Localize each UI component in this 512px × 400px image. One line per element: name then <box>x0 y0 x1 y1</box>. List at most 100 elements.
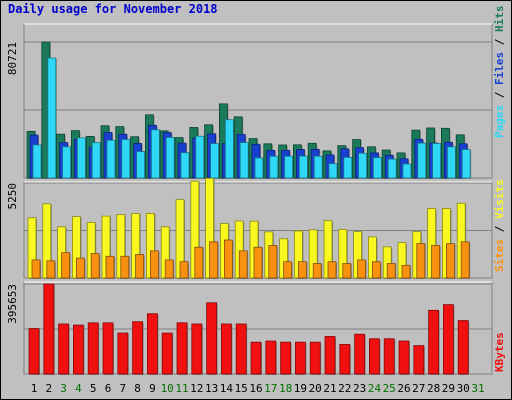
legend-pages-files-hits-part: / <box>493 85 506 105</box>
sites-bar <box>223 239 233 279</box>
kbytes-bar <box>161 332 173 375</box>
pages-bar <box>284 155 294 179</box>
y-axis-max-label: 395653 <box>6 284 19 324</box>
legend-sites-visits-part: Visits <box>493 179 506 219</box>
pages-bar <box>150 129 160 179</box>
pages-bar <box>165 136 175 179</box>
kbytes-bar <box>354 333 366 375</box>
kbytes-bar <box>73 324 84 375</box>
sites-bar <box>416 243 426 279</box>
pages-bar <box>432 143 442 179</box>
day-label: 9 <box>149 382 156 395</box>
pages-bar <box>298 155 308 179</box>
sites-bar <box>431 245 441 279</box>
pages-bar <box>239 142 249 179</box>
pages-bar <box>269 155 279 179</box>
kbytes-bar <box>309 341 321 375</box>
kbytes-bar <box>339 344 351 375</box>
pages-bar <box>372 157 382 179</box>
sites-bar <box>401 264 411 279</box>
kbytes-bar <box>43 283 55 375</box>
legend-kbytes-part: KBytes <box>493 332 506 372</box>
day-label: 8 <box>134 382 141 395</box>
sites-bar <box>209 241 219 279</box>
day-label: 6 <box>105 382 112 395</box>
kbytes-bar <box>368 338 380 375</box>
sites-bar <box>327 261 337 279</box>
day-label: 3 <box>60 382 67 395</box>
pages-bar <box>195 135 205 179</box>
kbytes-bar <box>191 323 203 375</box>
day-label: 22 <box>338 382 351 395</box>
sites-bar <box>445 243 455 279</box>
pages-bar <box>62 146 71 179</box>
pages-bar <box>402 163 412 179</box>
pages-bar <box>121 139 131 179</box>
kbytes-bar <box>102 322 114 375</box>
day-label: 30 <box>457 382 470 395</box>
kbytes-bar <box>442 304 454 375</box>
day-label: 1 <box>31 382 38 395</box>
kbytes-bar <box>280 341 292 375</box>
kbytes-bar <box>324 336 336 375</box>
day-label: 15 <box>235 382 248 395</box>
kbytes-bar <box>250 341 262 375</box>
pages-bar <box>343 157 353 179</box>
pages-bar <box>47 57 57 179</box>
sites-bar <box>342 263 352 279</box>
sites-bar <box>386 263 396 279</box>
kbytes-bar <box>220 323 232 375</box>
kbytes-bar <box>413 345 425 375</box>
pages-bar <box>358 152 368 179</box>
day-label: 10 <box>161 382 174 395</box>
sites-bar <box>253 246 263 279</box>
legend-sites-visits-part: / <box>493 219 506 239</box>
day-label: 5 <box>90 382 97 395</box>
pages-bar <box>32 144 42 179</box>
kbytes-bar <box>206 302 218 375</box>
legend-pages-files-hits-part: Files <box>493 52 506 85</box>
kbytes-bar <box>265 340 277 375</box>
legend-pages-files-hits-part: / <box>493 32 506 52</box>
sites-bar <box>179 261 189 279</box>
kbytes-bar <box>428 309 440 375</box>
sites-bar <box>297 261 307 279</box>
legend-pages-files-hits: Pages / Files / Hits <box>493 6 506 139</box>
pages-bar <box>106 139 116 179</box>
sites-bar <box>371 261 381 279</box>
sites-bar <box>238 250 248 279</box>
legend-pages-files-hits-part: Hits <box>493 6 506 33</box>
day-label: 4 <box>75 382 82 395</box>
day-label: 31 <box>471 382 484 395</box>
kbytes-bar <box>87 322 99 375</box>
legend-sites-visits-part: Sites <box>493 239 506 272</box>
day-label: 23 <box>353 382 366 395</box>
kbytes-bar <box>235 323 247 375</box>
sites-bar <box>164 259 174 279</box>
day-label: 19 <box>294 382 307 395</box>
sites-bar <box>268 245 278 279</box>
sites-bar <box>31 259 41 279</box>
day-label: 16 <box>249 382 262 395</box>
sites-bar <box>283 261 293 279</box>
day-label: 20 <box>309 382 322 395</box>
day-label: 25 <box>383 382 396 395</box>
kbytes-bar <box>146 313 158 375</box>
sites-bar <box>105 255 115 279</box>
day-label: 14 <box>220 382 234 395</box>
legend-kbytes: KBytes <box>493 332 506 372</box>
kbytes-bar <box>457 320 469 375</box>
pages-bar <box>77 137 86 179</box>
day-label: 7 <box>119 382 126 395</box>
pages-bar <box>254 157 264 179</box>
kbytes-bar <box>294 341 306 375</box>
y-axis-max-label: 5250 <box>6 183 19 210</box>
day-label: 29 <box>442 382 455 395</box>
pages-bar <box>446 146 456 179</box>
pages-bar <box>136 151 146 179</box>
pages-bar <box>224 119 234 179</box>
pages-bar <box>313 155 323 179</box>
day-label: 27 <box>412 382 425 395</box>
day-label: 2 <box>45 382 52 395</box>
